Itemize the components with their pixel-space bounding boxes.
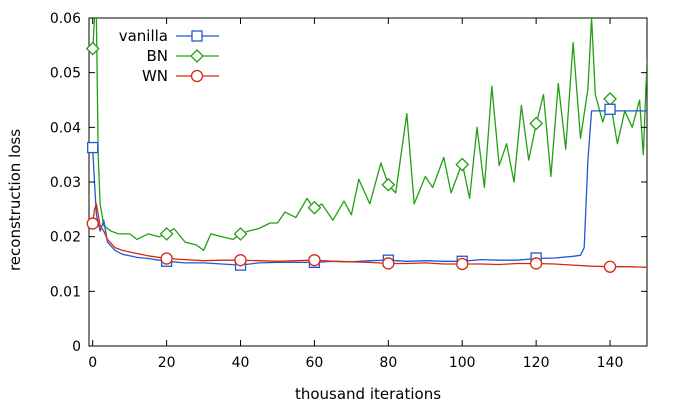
data-point-wn xyxy=(234,254,247,267)
plot-frame xyxy=(88,17,648,347)
data-point-vanilla xyxy=(87,141,99,154)
legend: vanilla BN WN xyxy=(119,27,219,85)
data-point-wn xyxy=(529,257,543,270)
data-point-bn xyxy=(85,41,100,56)
data-point-bn xyxy=(233,227,248,241)
legend-marker-wn xyxy=(190,69,204,83)
data-point-vanilla xyxy=(604,103,616,115)
legend-marker-vanilla xyxy=(191,30,203,42)
data-point-bn xyxy=(381,177,396,192)
data-point-bn xyxy=(603,91,617,106)
x-tick-label: 120 xyxy=(523,355,550,371)
data-point-wn xyxy=(382,257,395,270)
legend-label-bn: BN xyxy=(146,47,168,65)
x-tick-label: 140 xyxy=(597,355,624,371)
x-tick-label: 20 xyxy=(158,355,176,371)
series-line-bn xyxy=(92,18,647,251)
x-axis-title: thousand iterations xyxy=(295,385,441,403)
data-point-wn xyxy=(603,260,617,273)
series-bn xyxy=(92,18,647,251)
markers-wn xyxy=(86,217,617,273)
data-point-bn xyxy=(529,116,544,131)
data-point-wn xyxy=(308,254,321,267)
y-tick-label: 0.01 xyxy=(50,284,81,300)
data-point-bn xyxy=(455,157,470,172)
plot-border xyxy=(88,17,648,347)
y-tick-label: 0 xyxy=(72,339,81,355)
data-point-wn xyxy=(86,217,99,230)
x-tick-label: 0 xyxy=(88,355,97,371)
data-point-wn xyxy=(160,252,173,265)
data-point-bn xyxy=(307,200,322,215)
x-tick-label: 40 xyxy=(232,355,250,371)
y-tick-label: 0.05 xyxy=(50,66,81,82)
y-tick-label: 0.04 xyxy=(50,120,81,136)
y-tick-label: 0.03 xyxy=(50,175,81,191)
data-point-bn xyxy=(159,227,174,241)
legend-marker-bn xyxy=(190,49,204,63)
tick-layer: 0 20 40 60 80 100 120 140 0 0.01 0.02 0.03 0.04 0.05 0… xyxy=(50,11,647,371)
x-tick-label: 60 xyxy=(306,355,324,371)
y-tick-label: 0.06 xyxy=(50,11,81,27)
x-tick-label: 100 xyxy=(449,355,476,371)
legend-label-vanilla: vanilla xyxy=(119,27,168,45)
x-tick-label: 80 xyxy=(379,355,397,371)
y-tick-label: 0.02 xyxy=(50,230,81,246)
series-layer xyxy=(85,18,647,273)
legend-label-wn: WN xyxy=(142,67,168,85)
data-point-wn xyxy=(456,257,469,271)
y-axis-title: reconstruction loss xyxy=(6,129,24,271)
